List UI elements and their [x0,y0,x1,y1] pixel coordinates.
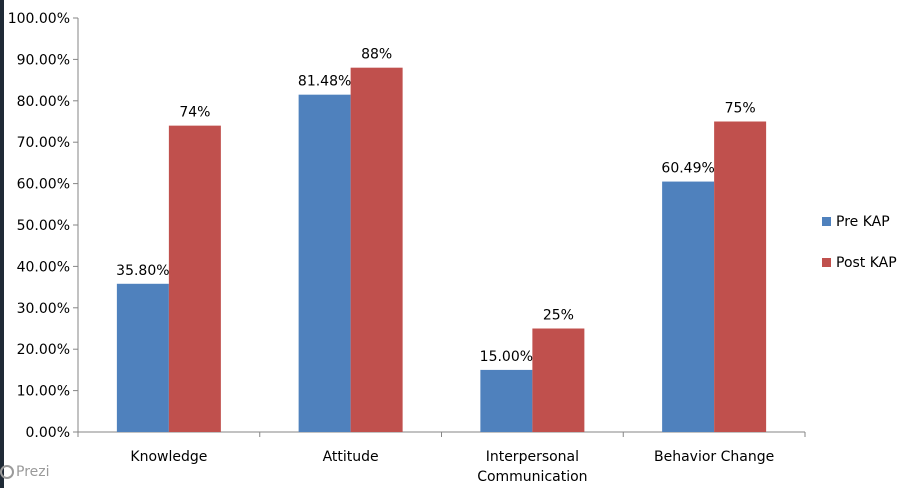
legend-label: Post KAP [836,255,897,271]
prezi-watermark-text: Prezi [16,464,50,480]
prezi-watermark: Prezi [0,460,50,484]
y-tick-label: 80.00% [17,94,70,110]
bar [350,67,403,433]
x-tick-label: Attitude [323,449,379,465]
chart-legend: Pre KAP Post KAP [822,214,897,271]
data-label: 75% [725,101,756,117]
y-tick-label: 30.00% [17,301,70,317]
chart-axes: 0.00% 10.00% 20.00% 30.00% 40.00% 50.00% 60.00… [8,11,806,485]
y-tick-label: 50.00% [17,218,70,234]
x-tick-label: Knowledge [130,449,207,465]
data-label: 25% [543,308,574,324]
chart-data-labels: 35.80% 74% 81.48% 88% 15.00% 25% 60.49% 75% [116,47,756,365]
y-tick-label: 40.00% [17,259,70,275]
x-tick-label: Behavior Change [654,449,774,465]
bar [532,328,585,432]
bar [298,94,351,433]
x-tick-label: Interpersonal Communication [477,449,587,485]
y-tick-label: 90.00% [17,52,70,68]
bar [662,181,715,432]
bar [168,125,221,432]
data-label: 81.48% [298,74,351,90]
legend-swatch [822,217,831,226]
y-tick-label: 10.00% [17,384,70,400]
y-tick-label: 100.00% [8,11,70,27]
y-tick-label: 70.00% [17,135,70,151]
data-label: 74% [179,105,210,121]
data-label: 88% [361,47,392,63]
bar [480,369,533,432]
y-tick-label: 0.00% [26,425,70,441]
data-label: 60.49% [661,161,714,177]
prezi-logo-icon [0,465,14,479]
data-label: 15.00% [480,349,533,365]
left-edge-strip [0,0,4,488]
y-tick-label: 20.00% [17,342,70,358]
bar [714,121,767,432]
chart-bars [116,67,767,433]
y-tick-label: 60.00% [17,177,70,193]
legend-label: Pre KAP [836,214,890,230]
data-label: 35.80% [116,263,169,279]
legend-swatch [822,258,831,267]
bar [116,283,169,432]
